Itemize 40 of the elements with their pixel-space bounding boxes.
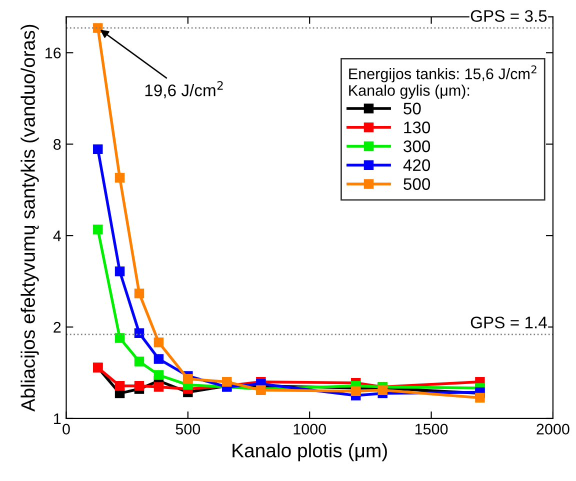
legend-label: 300 [404,140,430,152]
y-tick-label: 4 [53,230,61,242]
point [154,338,164,348]
annotation: 19,6 J/cm$^{2}$ [145,81,223,98]
x-axis-title: Kanalo plotis (μm) [232,443,387,462]
point [134,381,144,391]
y-axis-title: Abliacijos efektyvumų santykis (vanduo/oras) [20,24,39,412]
legend-label: 500 [404,178,430,190]
point [134,356,144,366]
x-tick-label: 0 [62,424,70,435]
point [475,392,485,403]
y-tick-label: 1 [54,413,61,424]
y-tick-label: 8 [54,139,61,150]
x-tick-label: 1500 [415,424,448,435]
point [114,333,125,343]
point [114,266,125,276]
point [93,23,103,33]
legend-label: 130 [404,122,430,134]
annotation: GPS = 1.4 [470,316,547,328]
point [183,374,193,384]
y-tick-label: 2 [54,322,61,333]
legend-label: 420 [403,159,430,172]
point [93,144,103,154]
annotation: GPS = 3.5 [470,10,547,22]
point [154,370,164,380]
point [154,382,164,392]
point [134,288,144,298]
point [114,381,125,391]
x-tick-label: 1000 [294,424,326,435]
legend-label: 50 [404,102,421,114]
point [134,328,144,338]
point [114,172,125,183]
point [350,386,361,396]
point [154,354,164,364]
point [222,376,232,387]
x-tick-label: 500 [176,424,200,435]
point [93,224,103,234]
x-tick-label: 2000 [536,424,570,435]
text: Energijos tankis: 15,6 J/cm$^{2}$ Kanalo gylis (μm): [349,65,536,99]
y-tick-label: 16 [46,48,61,58]
